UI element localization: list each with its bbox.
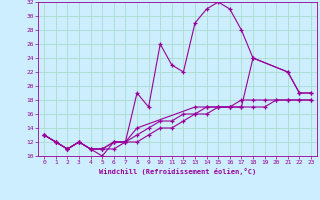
X-axis label: Windchill (Refroidissement éolien,°C): Windchill (Refroidissement éolien,°C) — [99, 168, 256, 175]
